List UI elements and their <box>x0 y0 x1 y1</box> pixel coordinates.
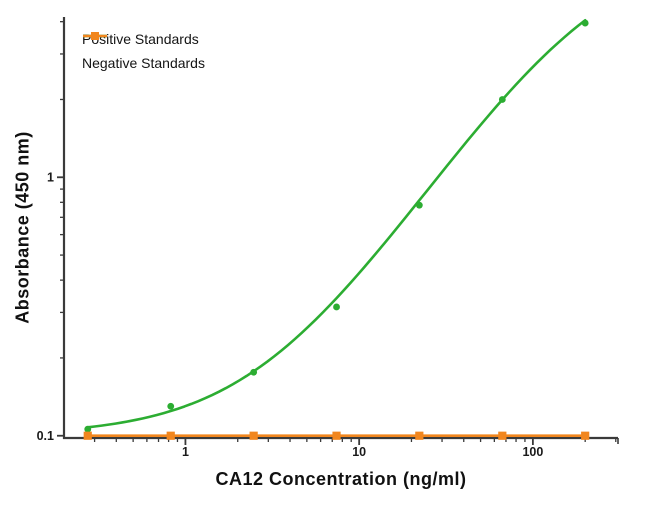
negative-standards-data-point <box>166 431 175 440</box>
positive-standards-data-point <box>333 303 340 311</box>
legend-label-negative-standards: Negative Standards <box>82 55 205 71</box>
negative-standards-data-point <box>332 431 341 440</box>
positive-standards-data-point <box>581 19 589 27</box>
series-plots <box>83 18 590 440</box>
legend-label-positive-standards: Positive Standards <box>82 31 199 47</box>
negative-standards-data-point <box>83 431 92 440</box>
legend-item-negative-standards: Negative Standards <box>82 32 205 73</box>
positive-standards-curve <box>86 18 587 429</box>
axes <box>57 17 619 445</box>
positive-standards-data-point <box>415 201 423 209</box>
positive-standards-data-point <box>84 425 92 433</box>
negative-standards-data-point <box>249 431 258 440</box>
legend: Positive Standards Negative Standards <box>82 29 205 73</box>
positive-standards-data-point <box>250 368 258 376</box>
x-tick-label: 10 <box>352 445 366 459</box>
tick-labels: 1 10 100 0.1 1 <box>37 171 544 459</box>
x-axis-title: CA12 Concentration (ng/ml) <box>215 469 467 489</box>
x-tick-label: 1 <box>182 445 189 459</box>
x-tick-label: 100 <box>522 445 543 459</box>
negative-standards-data-point <box>498 431 507 440</box>
positive-standards-data-point <box>167 402 175 410</box>
negative-standards-data-point <box>415 431 424 440</box>
y-tick-label: 0.1 <box>37 429 54 443</box>
y-axis-title: Absorbance (450 nm) <box>12 131 33 324</box>
negative-standards-data-point <box>581 431 590 440</box>
positive-standards-data-point <box>498 96 506 103</box>
negative-standards-marker-icon <box>83 32 107 40</box>
legend-swatch-marker <box>91 32 99 40</box>
y-tick-label: 1 <box>47 171 54 185</box>
